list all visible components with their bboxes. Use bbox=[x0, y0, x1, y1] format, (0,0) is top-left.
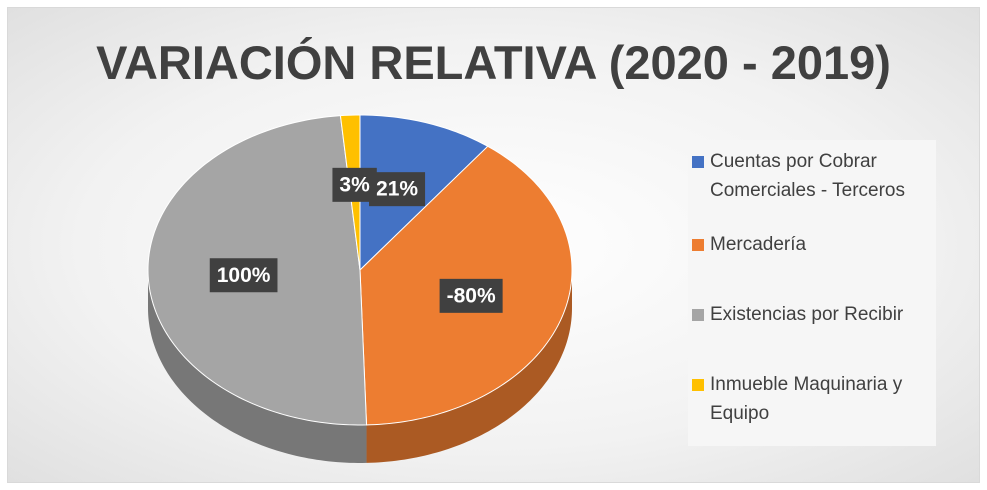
data-label: 21% bbox=[369, 172, 426, 207]
legend-entry: Cuentas por Cobrar Comerciales - Tercero… bbox=[692, 147, 928, 205]
data-label: 3% bbox=[332, 167, 377, 202]
data-label-text: -80% bbox=[447, 284, 496, 307]
data-label-box bbox=[332, 167, 377, 202]
legend-entry: Inmueble Maquinaria y Equipo bbox=[692, 370, 928, 428]
data-label-text: 100% bbox=[217, 264, 271, 287]
data-label: 100% bbox=[209, 258, 278, 293]
data-label: -80% bbox=[439, 278, 503, 313]
legend-swatch bbox=[692, 239, 704, 251]
legend-swatch bbox=[692, 156, 704, 168]
legend-entry: Mercadería bbox=[692, 230, 928, 259]
legend-label: Cuentas por Cobrar Comerciales - Tercero… bbox=[710, 151, 905, 201]
slice-side bbox=[148, 270, 367, 463]
data-label-box bbox=[439, 278, 503, 313]
legend-swatch bbox=[692, 379, 704, 391]
slice-side bbox=[366, 270, 572, 463]
data-label-text: 21% bbox=[376, 178, 418, 201]
legend-label: Inmueble Maquinaria y Equipo bbox=[710, 374, 903, 424]
data-label-box bbox=[369, 172, 426, 207]
data-label-text: 3% bbox=[339, 173, 370, 196]
chart-title: VARIACIÓN RELATIVA (2020 - 2019) bbox=[96, 36, 891, 89]
legend: Cuentas por Cobrar Comerciales - Tercero… bbox=[688, 140, 936, 446]
legend-swatch bbox=[692, 309, 704, 321]
legend-label: Existencias por Recibir bbox=[710, 304, 904, 325]
legend-entry: Existencias por Recibir bbox=[692, 300, 928, 329]
data-label-box bbox=[209, 258, 278, 293]
legend-label: Mercadería bbox=[710, 234, 807, 255]
